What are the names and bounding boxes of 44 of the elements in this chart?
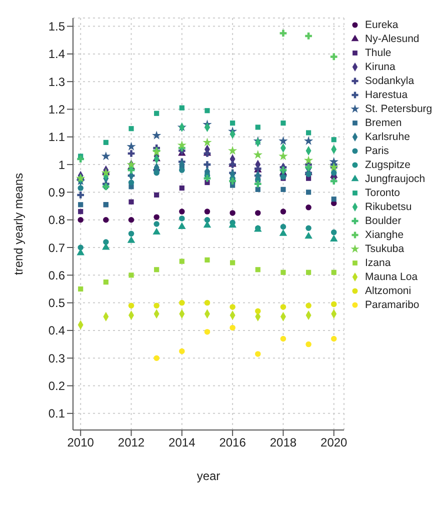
y-tick-label: 0.2 bbox=[48, 379, 66, 394]
legend-label: Zugspitze bbox=[365, 158, 411, 172]
legend-label: Paramaribo bbox=[365, 298, 420, 312]
legend-label: Tsukuba bbox=[365, 242, 404, 256]
legend-label: Harestua bbox=[365, 88, 408, 102]
legend-label: Thule bbox=[365, 46, 392, 60]
y-tick-label: 1.4 bbox=[48, 47, 66, 62]
legend-label: Rikubetsu bbox=[365, 200, 412, 214]
legend-label: Mauna Loa bbox=[365, 270, 418, 284]
legend-label: Kiruna bbox=[365, 60, 396, 74]
legend-label: Eureka bbox=[365, 18, 398, 32]
y-tick-label: 1.3 bbox=[48, 74, 66, 89]
legend-label: Altzomoni bbox=[365, 284, 412, 298]
y-tick-label: 0.6 bbox=[48, 268, 66, 282]
y-tick-label: 0.1 bbox=[48, 406, 66, 421]
y-tick-label: 0.3 bbox=[48, 351, 66, 366]
legend-label: Toronto bbox=[365, 186, 400, 200]
y-tick-label: 1.5 bbox=[48, 20, 66, 34]
legend-label: Jungfraujoch bbox=[365, 172, 426, 186]
y-tick-label: 0.8 bbox=[48, 213, 66, 228]
y-tick-label: 0.4 bbox=[48, 324, 66, 338]
legend-label: Xianghe bbox=[365, 228, 404, 242]
x-tick-label: 2020 bbox=[320, 436, 348, 450]
legend-label: Ny-Alesund bbox=[365, 32, 420, 46]
legend-label: Boulder bbox=[365, 214, 402, 228]
legend-label: Karlsruhe bbox=[365, 130, 410, 144]
y-tick-label: 0.5 bbox=[48, 296, 66, 310]
x-tick-label: 2016 bbox=[219, 436, 246, 450]
y-tick-label: 1.1 bbox=[48, 130, 66, 144]
x-tick-label: 2010 bbox=[67, 436, 94, 450]
y-tick-label: 1.2 bbox=[48, 102, 66, 117]
y-tick-label: 0.9 bbox=[48, 185, 66, 200]
legend-label: Paris bbox=[365, 144, 389, 158]
x-axis-title: year bbox=[196, 469, 220, 483]
legend-label: Bremen bbox=[365, 116, 402, 130]
x-tick-label: 2012 bbox=[118, 436, 145, 450]
y-axis-title: trend yearly means bbox=[11, 172, 26, 276]
x-tick-label: 2018 bbox=[270, 436, 297, 450]
x-tick-label: 2014 bbox=[168, 436, 196, 450]
y-tick-label: 1 bbox=[58, 158, 66, 172]
legend-label: St. Petersburg bbox=[365, 102, 432, 116]
y-tick-label: 0.7 bbox=[48, 240, 66, 255]
legend-label: Izana bbox=[365, 256, 391, 270]
legend-label: Sodankyla bbox=[365, 74, 414, 88]
